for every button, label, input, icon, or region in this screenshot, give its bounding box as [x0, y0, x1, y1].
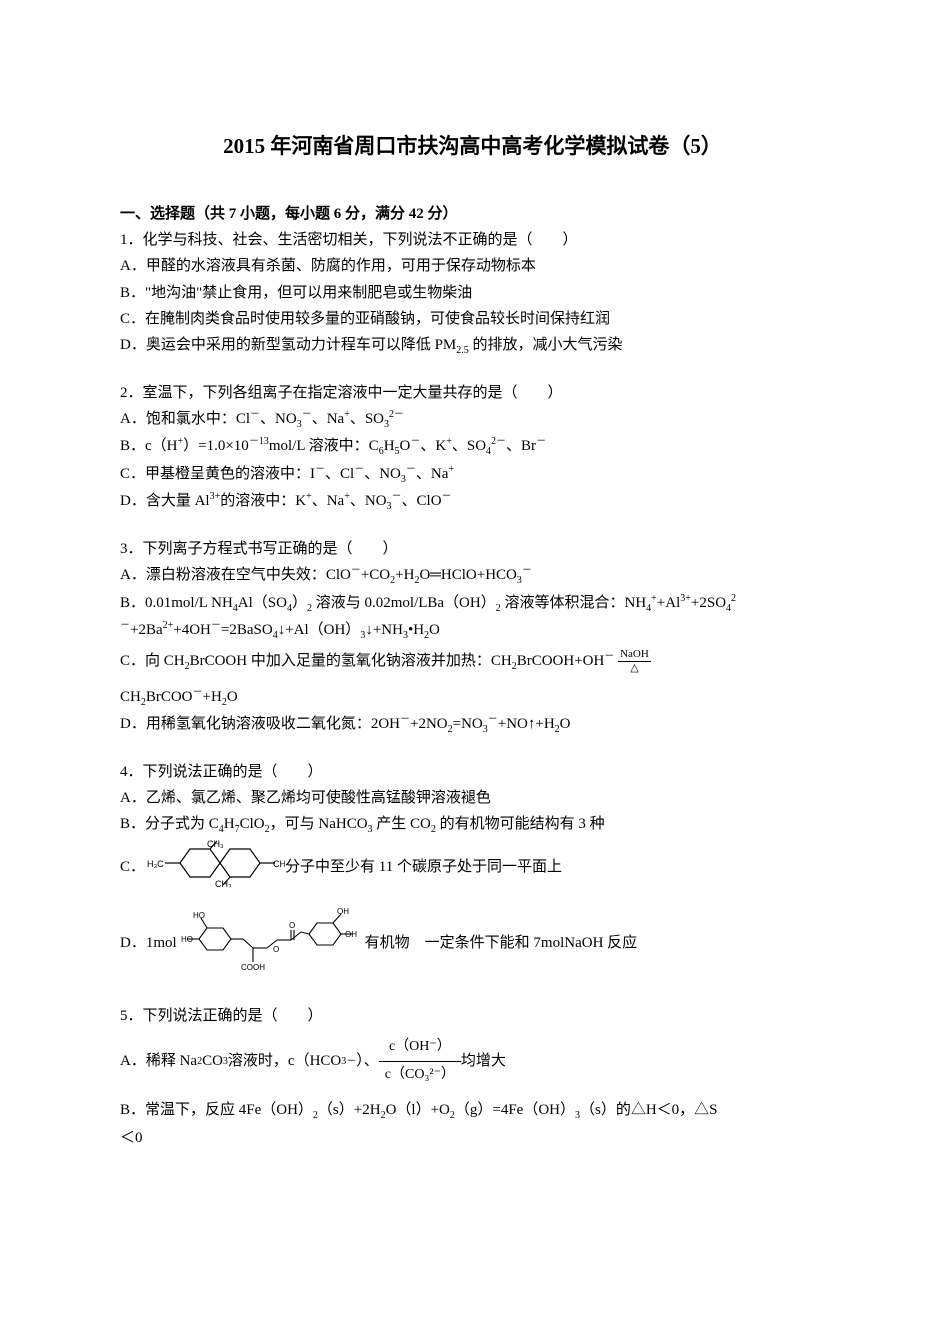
page-title: 2015 年河南省周口市扶沟高中高考化学模拟试卷（5） — [120, 130, 825, 160]
section-heading: 一、选择题（共 7 小题，每小题 6 分，满分 42 分） — [120, 202, 825, 223]
q3-opt-b: B．0.01mol/L NH4Al（SO4）2 溶液与 0.02mol/LBa（… — [120, 590, 825, 645]
svg-text:OH: OH — [345, 930, 357, 939]
q3-opt-a: A．漂白粉溶液在空气中失效：ClO－+CO2+H2O═HClO+HCO3－ — [120, 562, 825, 590]
question-4: 4．下列说法正确的是（ ） A．乙烯、氯乙烯、聚乙烯均可使酸性高锰酸钾溶液褪色 … — [120, 759, 825, 984]
q4-opt-a: A．乙烯、氯乙烯、聚乙烯均可使酸性高锰酸钾溶液褪色 — [120, 785, 825, 811]
q5-stem: 5．下列说法正确的是（ ） — [120, 1008, 323, 1024]
svg-text:OH: OH — [337, 907, 349, 916]
mol-label: H₃C — [147, 859, 164, 869]
q1-opt-c: C．在腌制肉类食品时使用较多量的亚硝酸钠，可使食品较长时间保持红润 — [120, 306, 825, 332]
q4-opt-c: C． H₃C CH₃ CH₃ CH₃ 分子中 — [120, 839, 825, 896]
question-5: 5．下列说法正确的是（ ） A．稀释 Na2CO3 溶液时，c（HCO3－）、 … — [120, 1003, 825, 1151]
svg-text:O: O — [273, 945, 279, 954]
svg-text:CH₃: CH₃ — [207, 839, 224, 849]
q2-opt-c: C．甲基橙呈黄色的溶液中：I－、Cl－、NO3－、Na+ — [120, 461, 825, 489]
svg-text:O: O — [289, 921, 295, 930]
svg-text:CH₃: CH₃ — [215, 879, 232, 887]
question-2: 2．室温下，下列各组离子在指定溶液中一定大量共存的是（ ） A．饱和氯水中：Cl… — [120, 380, 825, 516]
q4-opt-b: B．分子式为 C4H7ClO2，可与 NaHCO3 产生 CO2 的有机物可能结… — [120, 811, 825, 839]
svg-text:COOH: COOH — [241, 963, 265, 972]
q5-opt-b: B．常温下，反应 4Fe（OH）2（s）+2H2O（l）+O2（g）=4Fe（O… — [120, 1097, 825, 1151]
q1-opt-a: A．甲醛的水溶液具有杀菌、防腐的作用，可用于保存动物标本 — [120, 253, 825, 279]
q2-opt-d: D．含大量 Al3+的溶液中：K+、Na+、NO3－、ClO－ — [120, 488, 825, 516]
molecule-structure-2-icon: HO HO OH OH COOH O O — [181, 904, 361, 983]
q2-opt-b: B．c（H+）=1.0×10－13mol/L 溶液中：C6H5O－、K+、SO4… — [120, 433, 825, 461]
fraction-icon: c（OH⁻） c（CO₃²⁻） — [379, 1035, 461, 1087]
svg-text:CH₃: CH₃ — [273, 859, 285, 869]
molecule-structure-1-icon: H₃C CH₃ CH₃ CH₃ — [145, 839, 285, 896]
question-1: 1．化学与科技、社会、生活密切相关，下列说法不正确的是（ ） A．甲醛的水溶液具… — [120, 227, 825, 360]
q3-opt-c: C．向 CH2BrCOOH 中加入足量的氢氧化钠溶液并加热：CH2BrCOOH+… — [120, 645, 825, 678]
q3-opt-d: D．用稀氢氧化钠溶液吸收二氧化氮：2OH－+2NO2=NO3－+NO↑+H2O — [120, 711, 825, 739]
q4-opt-d: D．1mol — [120, 904, 825, 983]
q1-opt-b: B．"地沟油"禁止食用，但可以用来制肥皂或生物柴油 — [120, 280, 825, 306]
q3-opt-c-line2: CH2BrCOO－+H2O — [120, 684, 825, 712]
q2-opt-a: A．饱和氯水中：Cl－、NO3－、Na+、SO32－ — [120, 406, 825, 434]
q5-opt-a: A．稀释 Na2CO3 溶液时，c（HCO3－）、 c（OH⁻） c（CO₃²⁻… — [120, 1035, 825, 1087]
q1-opt-d: D．奥运会中采用的新型氢动力计程车可以降低 PM2.5 的排放，减小大气污染 — [120, 332, 825, 360]
svg-text:HO: HO — [181, 935, 193, 944]
exam-page: 2015 年河南省周口市扶沟高中高考化学模拟试卷（5） 一、选择题（共 7 小题… — [0, 0, 945, 1337]
q1-stem: 1．化学与科技、社会、生活密切相关，下列说法不正确的是（ ） — [120, 232, 578, 248]
q2-stem: 2．室温下，下列各组离子在指定溶液中一定大量共存的是（ ） — [120, 385, 563, 401]
q4-stem: 4．下列说法正确的是（ ） — [120, 764, 323, 780]
reaction-condition-icon: NaOH △ — [618, 649, 651, 674]
q3-stem: 3．下列离子方程式书写正确的是（ ） — [120, 541, 398, 557]
svg-text:HO: HO — [193, 911, 205, 920]
question-3: 3．下列离子方程式书写正确的是（ ） A．漂白粉溶液在空气中失效：ClO－+CO… — [120, 536, 825, 739]
